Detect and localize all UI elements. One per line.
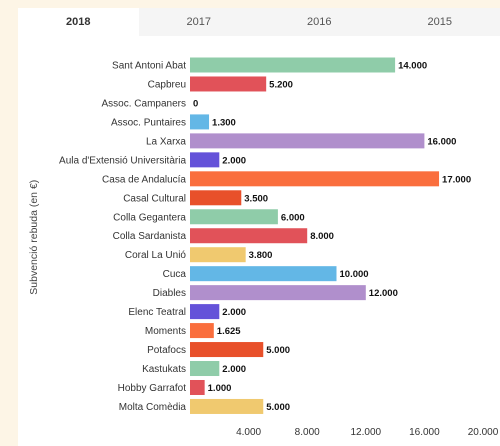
value-label: 5.000: [266, 402, 290, 413]
value-label: 3.800: [249, 250, 273, 261]
category-label: Cuca: [163, 269, 187, 280]
category-label: Casal Cultural: [123, 193, 186, 204]
x-tick-label: 20.000: [468, 427, 499, 438]
bar: [190, 379, 205, 395]
value-label: 2.000: [222, 155, 246, 166]
category-label: Coral La Unió: [125, 250, 187, 261]
bar: [190, 114, 210, 130]
value-label: 1.625: [217, 326, 241, 337]
category-label: Assoc. Puntaires: [111, 117, 186, 128]
tab-2016[interactable]: 2016: [259, 8, 380, 36]
value-label: 10.000: [340, 269, 369, 280]
bar: [190, 323, 214, 339]
bar: [190, 247, 246, 263]
year-tabs: 2018 2017 2016 2015: [18, 8, 500, 36]
value-label: 5.200: [269, 79, 293, 90]
x-tick-label: 16.000: [409, 427, 440, 438]
category-label: Molta Comèdia: [119, 402, 187, 413]
value-label: 3.500: [244, 193, 268, 204]
category-label: Capbreu: [148, 79, 186, 90]
category-label: Assoc. Campaners: [102, 98, 186, 109]
bar: [190, 133, 425, 149]
bar: [190, 209, 278, 225]
category-label: Colla Sardanista: [113, 231, 187, 242]
bar: [190, 398, 264, 414]
value-label: 2.000: [222, 364, 246, 375]
value-label: 16.000: [427, 136, 456, 147]
category-label: Diables: [153, 288, 186, 299]
value-label: 0: [193, 98, 198, 109]
x-tick-label: 8.000: [295, 427, 320, 438]
bar: [190, 266, 337, 282]
value-label: 1.000: [208, 383, 232, 394]
bar: [190, 57, 396, 73]
tab-2015[interactable]: 2015: [379, 8, 500, 36]
chart-card: 2018 2017 2016 2015 Subvenció rebuda (en €)…: [18, 8, 500, 446]
category-label: Aula d'Extensió Universitària: [59, 155, 186, 166]
bar: [190, 361, 220, 377]
bar: [190, 76, 267, 92]
bar: [190, 304, 220, 320]
tab-2017[interactable]: 2017: [138, 8, 259, 36]
category-label: Potafocs: [147, 345, 186, 356]
category-label: Casa de Andalucía: [102, 174, 186, 185]
bar-chart: Subvenció rebuda (en €) Sant Antoni Abat 1…: [28, 57, 499, 438]
value-label: 1.300: [212, 117, 236, 128]
category-label: Colla Gegantera: [113, 212, 186, 223]
bar: [190, 152, 220, 168]
category-label: Moments: [145, 326, 186, 337]
bar: [190, 190, 242, 206]
value-label: 14.000: [398, 61, 427, 72]
tab-2018[interactable]: 2018: [18, 8, 139, 36]
bar: [190, 285, 366, 301]
category-label: Hobby Garrafot: [118, 383, 187, 394]
bar: [190, 171, 440, 187]
category-label: Elenc Teatral: [128, 307, 186, 318]
category-label: Kastukats: [142, 364, 186, 375]
value-label: 17.000: [442, 174, 471, 185]
value-label: 5.000: [266, 345, 290, 356]
category-label: La Xarxa: [146, 136, 186, 147]
value-label: 12.000: [369, 288, 398, 299]
value-label: 8.000: [310, 231, 334, 242]
bar: [190, 228, 308, 244]
value-label: 2.000: [222, 307, 246, 318]
y-axis-label: Subvenció rebuda (en €): [28, 180, 40, 295]
bar: [190, 342, 264, 358]
category-label: Sant Antoni Abat: [112, 61, 186, 72]
value-label: 6.000: [281, 212, 305, 223]
x-tick-label: 12.000: [351, 427, 382, 438]
x-tick-label: 4.000: [236, 427, 261, 438]
